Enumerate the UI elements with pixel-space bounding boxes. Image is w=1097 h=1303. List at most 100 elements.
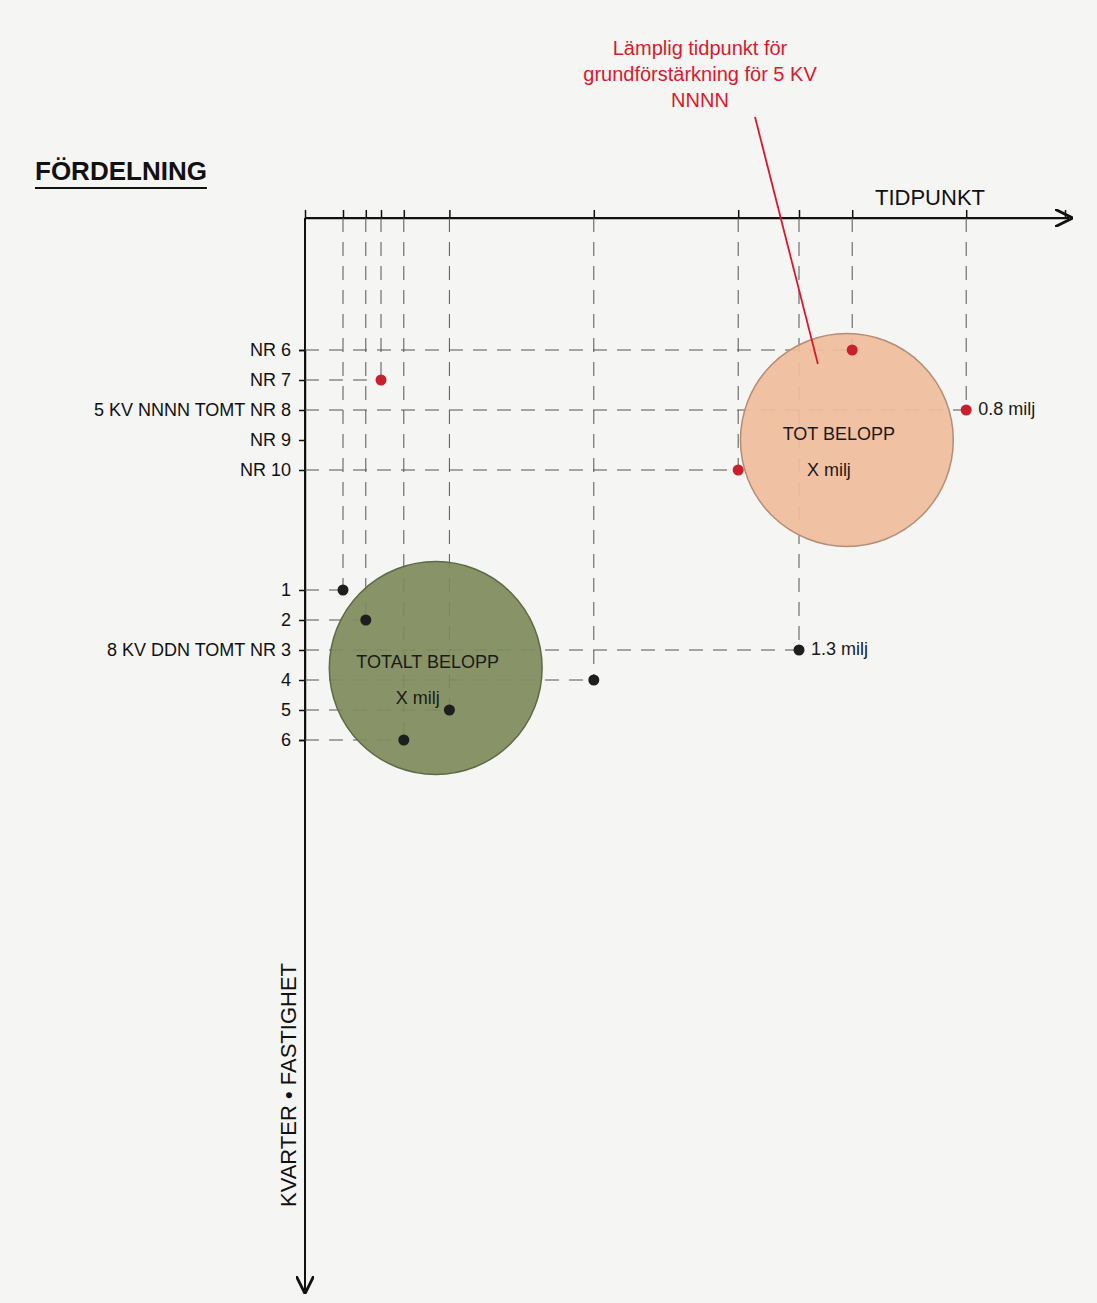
point (794, 645, 805, 656)
point (847, 345, 858, 356)
annotation: Lämplig tidpunkt för grundförstärkning fö… (583, 37, 817, 111)
y-tick: 4 (281, 670, 305, 690)
annotation-leader (755, 117, 818, 364)
grid-line (593, 218, 594, 680)
point (398, 735, 409, 746)
y-tick-label: 8 KV DDN TOMT NR 3 (107, 640, 291, 660)
y-tick: 1 (281, 580, 305, 600)
y-axis-title: KVARTER • FASTIGHET (276, 963, 301, 1207)
y-tick-mark (299, 350, 305, 352)
y-tick-label: NR 9 (250, 430, 291, 450)
y-tick-mark (299, 440, 305, 442)
x-tick (966, 210, 967, 218)
x-tick (404, 210, 405, 218)
x-tick-mark (852, 210, 854, 218)
grid-line (852, 218, 853, 350)
annotation-line: grundförstärkning för 5 KV (583, 63, 817, 85)
bubble (740, 334, 953, 547)
y-tick-label: NR 10 (240, 460, 291, 480)
bubble-value: X milj (807, 460, 851, 480)
bubbles (329, 334, 953, 775)
grid-line (738, 218, 739, 470)
grid-line (305, 380, 381, 381)
y-axis: NR 6 NR 7 5 KV NNNN TOMT NR 8 NR 9 NR 10 1 2 8 … (94, 340, 306, 750)
y-tick-label: 2 (281, 610, 291, 630)
x-axis (306, 210, 1066, 219)
y-tick-mark (299, 710, 305, 712)
title-underline (35, 187, 207, 189)
point (444, 705, 455, 716)
x-tick-mark (343, 210, 345, 218)
y-tick-mark (299, 410, 305, 412)
x-axis-title: TIDPUNKT (875, 185, 985, 210)
x-tick (381, 210, 382, 218)
x-tick-mark (449, 210, 451, 218)
x-tick-mark (404, 210, 406, 218)
y-tick-mark (299, 590, 305, 592)
title: FÖRDELNING (35, 156, 207, 186)
x-tick-mark (366, 210, 368, 218)
bubble-label: TOT BELOPP (783, 424, 895, 444)
y-tick-label: NR 7 (250, 370, 291, 390)
point (376, 375, 387, 386)
x-tick (449, 210, 450, 218)
y-tick-label: 5 KV NNNN TOMT NR 8 (94, 400, 291, 420)
grid (305, 218, 966, 740)
y-tick: 5 KV NNNN TOMT NR 8 (94, 400, 305, 420)
x-tick (852, 210, 853, 218)
x-tick (799, 210, 800, 218)
grid-line (381, 218, 382, 380)
grid-line (365, 218, 366, 620)
plot-area (305, 218, 972, 774)
y-tick: 2 (281, 610, 305, 630)
x-tick (594, 210, 595, 218)
x-tick-mark (738, 210, 740, 218)
y-tick-mark (299, 470, 305, 472)
x-tick (366, 210, 367, 218)
y-tick: 5 (281, 700, 305, 720)
y-tick-label: 1 (281, 580, 291, 600)
point-label: 1.3 milj (811, 639, 868, 659)
point (338, 585, 349, 596)
y-tick: NR 7 (250, 370, 305, 390)
x-tick-mark (966, 210, 968, 218)
x-tick (738, 210, 739, 218)
grid-line (305, 350, 852, 351)
grid-line (305, 590, 343, 591)
point (588, 675, 599, 686)
x-tick-mark (594, 210, 596, 218)
y-tick: NR 9 (250, 430, 305, 450)
points (338, 345, 972, 746)
y-tick-label: 5 (281, 700, 291, 720)
point (360, 615, 371, 626)
grid-line (343, 218, 344, 590)
x-tick-mark (381, 210, 383, 218)
point-label: 0.8 milj (978, 399, 1035, 419)
annotation-line: Lämplig tidpunkt för (613, 37, 788, 59)
y-tick-mark (299, 380, 305, 382)
x-tick-mark (799, 210, 801, 218)
point (733, 465, 744, 476)
y-tick-label: 6 (281, 730, 291, 750)
y-axis-domain (299, 351, 306, 741)
y-tick-mark (299, 680, 305, 682)
texts: TOT BELOPP X milj TOTALT BELOPP X milj 0.8 m… (356, 37, 1035, 708)
y-tick: 8 KV DDN TOMT NR 3 (107, 640, 305, 660)
y-tick: NR 10 (240, 460, 305, 480)
y-tick: NR 6 (250, 340, 305, 360)
point (961, 405, 972, 416)
x-axis-domain (306, 210, 1066, 219)
grid-line (966, 218, 967, 410)
y-tick: 6 (281, 730, 305, 750)
y-tick-label: 4 (281, 670, 291, 690)
bubble-label: TOTALT BELOPP (356, 652, 499, 672)
y-tick-label: NR 6 (250, 340, 291, 360)
bubble-value: X milj (396, 688, 440, 708)
y-tick-mark (299, 620, 305, 622)
grid-line (305, 470, 738, 471)
x-tick (343, 210, 344, 218)
annotation-line: NNNN (671, 89, 729, 111)
y-tick-mark (299, 740, 305, 742)
chart: FÖRDELNINGNR 6NR 75 KV NNNN TOMT NR 8NR … (0, 0, 1097, 1303)
bubble (329, 562, 542, 775)
